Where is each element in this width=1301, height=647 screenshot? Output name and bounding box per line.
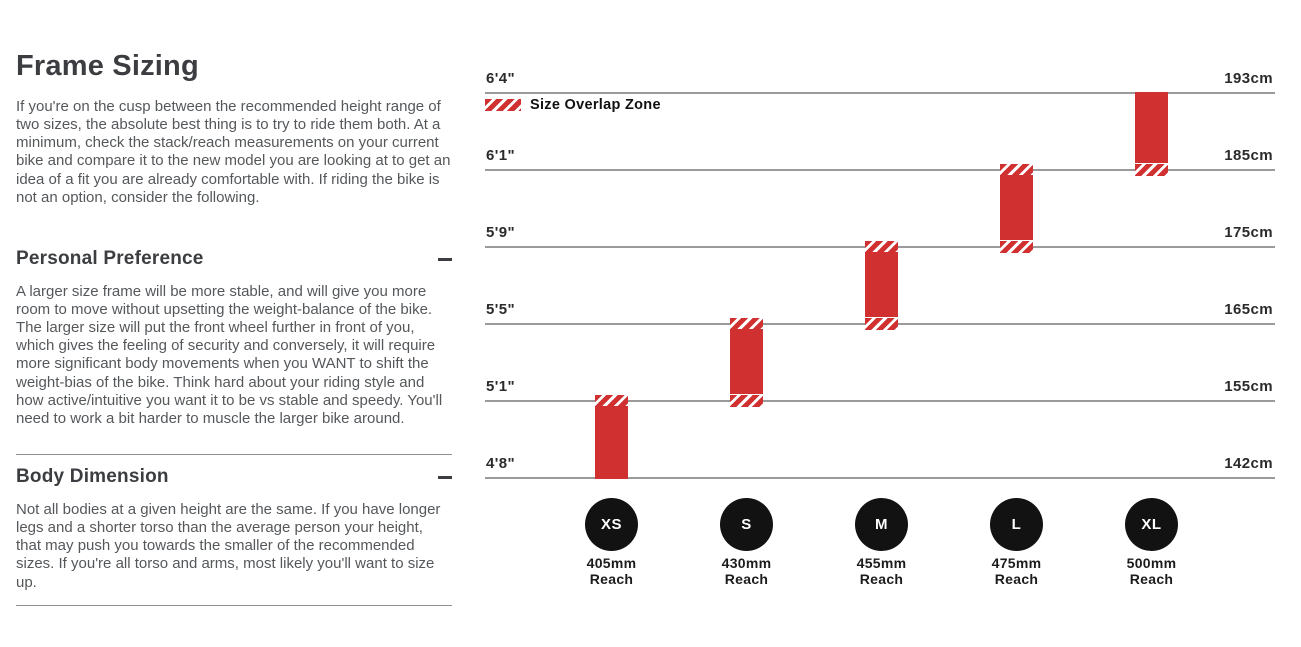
size-overlap-zone [865, 241, 898, 253]
height-gridline [485, 400, 1275, 402]
section-heading: Personal Preference [16, 247, 204, 269]
size-range-bar [1000, 175, 1033, 240]
size-range-bar [1135, 92, 1168, 163]
frame-sizing-chart: Size Overlap Zone 6'4" 193cm 6'1" 185cm 5'9"… [485, 0, 1275, 647]
height-label-imperial: 5'9" [486, 224, 515, 241]
section-body-text: Not all bodies at a given height are the… [16, 500, 441, 591]
minus-icon [438, 257, 452, 261]
reach-label: 430mm Reach [721, 555, 772, 588]
size-overlap-zone [595, 395, 628, 407]
collapse-toggle-button[interactable] [438, 253, 452, 265]
section-body-dimension: Body Dimension Not all bodies at a given… [16, 453, 452, 592]
collapse-toggle-button[interactable] [438, 471, 452, 483]
height-label-metric: 193cm [1224, 70, 1273, 87]
size-range-bar [730, 329, 763, 394]
height-label-imperial: 6'1" [486, 147, 515, 164]
chart-legend: Size Overlap Zone [485, 97, 661, 113]
size-circle: S [720, 498, 773, 551]
overlap-hatch-swatch-icon [485, 99, 521, 111]
size-circle: M [855, 498, 908, 551]
section-body-text: A larger size frame will be more stable,… [16, 282, 443, 427]
height-label-imperial: 5'1" [486, 378, 515, 395]
size-overlap-zone [1135, 164, 1168, 176]
page-title: Frame Sizing [16, 50, 199, 82]
section-header: Body Dimension [16, 466, 452, 488]
height-label-metric: 175cm [1224, 224, 1273, 241]
size-overlap-zone [1000, 164, 1033, 176]
height-gridline [485, 477, 1275, 479]
legend-label: Size Overlap Zone [530, 97, 661, 113]
size-range-bar [595, 406, 628, 479]
size-overlap-zone [730, 395, 763, 407]
article-column: Frame Sizing If you're on the cusp betwe… [16, 0, 452, 606]
reach-label: 500mm Reach [1126, 555, 1177, 588]
section-personal-preference: Personal Preference A larger size frame … [16, 248, 452, 428]
section-divider [16, 604, 452, 606]
height-gridline [485, 169, 1275, 171]
section-heading: Body Dimension [16, 465, 169, 487]
height-label-metric: 185cm [1224, 147, 1273, 164]
size-range-bar [865, 252, 898, 317]
height-label-imperial: 6'4" [486, 70, 515, 87]
height-label-metric: 142cm [1224, 455, 1273, 472]
size-overlap-zone [865, 318, 898, 330]
height-label-imperial: 5'5" [486, 301, 515, 318]
size-circle: XL [1125, 498, 1178, 551]
reach-label: 405mm Reach [586, 555, 637, 588]
size-circle: XS [585, 498, 638, 551]
reach-label: 475mm Reach [991, 555, 1042, 588]
height-label-imperial: 4'8" [486, 455, 515, 472]
height-label-metric: 165cm [1224, 301, 1273, 318]
section-header: Personal Preference [16, 248, 452, 270]
intro-paragraph: If you're on the cusp between the recomm… [16, 98, 451, 206]
reach-label: 455mm Reach [856, 555, 907, 588]
size-overlap-zone [1000, 241, 1033, 253]
height-gridline [485, 92, 1275, 94]
size-overlap-zone [730, 318, 763, 330]
size-circle: L [990, 498, 1043, 551]
height-label-metric: 155cm [1224, 378, 1273, 395]
minus-icon [438, 475, 452, 479]
